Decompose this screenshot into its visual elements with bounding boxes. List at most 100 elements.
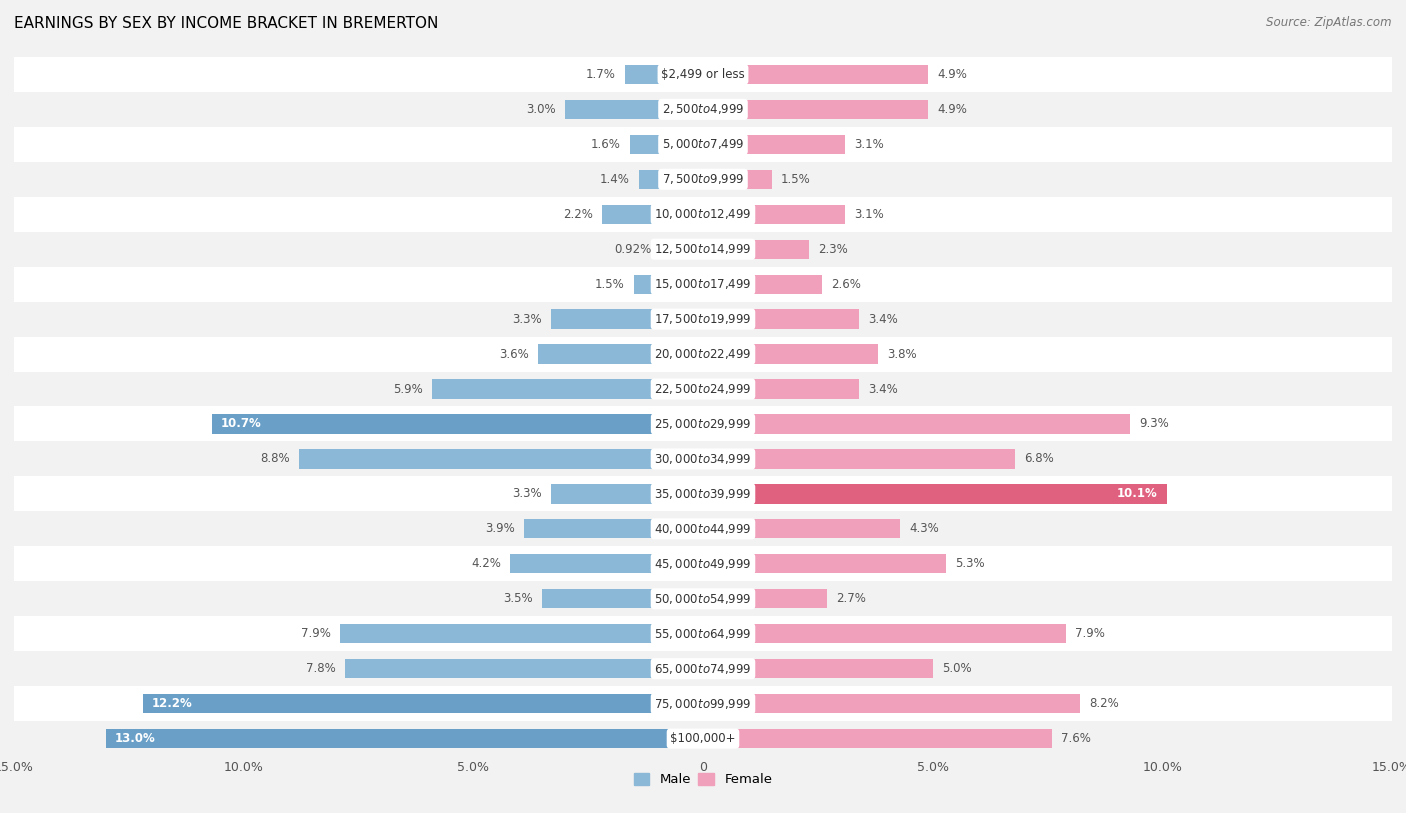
Text: 5.0%: 5.0% xyxy=(942,663,972,675)
Text: 1.5%: 1.5% xyxy=(782,173,811,185)
Text: $100,000+: $100,000+ xyxy=(671,733,735,745)
Text: 2.7%: 2.7% xyxy=(837,593,866,605)
Bar xyxy=(14,616,1392,651)
Bar xyxy=(524,520,703,538)
Bar xyxy=(14,372,1392,406)
Text: $2,500 to $4,999: $2,500 to $4,999 xyxy=(662,102,744,116)
Bar xyxy=(14,476,1392,511)
Bar xyxy=(703,589,827,608)
Text: 1.6%: 1.6% xyxy=(591,138,620,150)
Text: $50,000 to $54,999: $50,000 to $54,999 xyxy=(654,592,752,606)
Text: 3.4%: 3.4% xyxy=(869,313,898,325)
Text: $2,499 or less: $2,499 or less xyxy=(661,68,745,80)
Text: $10,000 to $12,499: $10,000 to $12,499 xyxy=(654,207,752,221)
Text: $30,000 to $34,999: $30,000 to $34,999 xyxy=(654,452,752,466)
Text: $15,000 to $17,499: $15,000 to $17,499 xyxy=(654,277,752,291)
Bar xyxy=(703,554,946,573)
Text: 5.3%: 5.3% xyxy=(956,558,986,570)
Bar xyxy=(703,275,823,293)
Bar xyxy=(14,267,1392,302)
Text: 4.9%: 4.9% xyxy=(938,68,967,80)
Text: 4.3%: 4.3% xyxy=(910,523,939,535)
Text: 7.8%: 7.8% xyxy=(307,663,336,675)
Bar xyxy=(14,337,1392,372)
Text: 3.3%: 3.3% xyxy=(513,488,543,500)
Bar xyxy=(565,100,703,119)
Text: 8.2%: 8.2% xyxy=(1088,698,1119,710)
Bar xyxy=(14,232,1392,267)
Bar xyxy=(551,310,703,328)
Bar xyxy=(14,302,1392,337)
Text: EARNINGS BY SEX BY INCOME BRACKET IN BREMERTON: EARNINGS BY SEX BY INCOME BRACKET IN BRE… xyxy=(14,16,439,31)
Bar xyxy=(630,135,703,154)
Bar xyxy=(142,694,703,713)
Bar xyxy=(703,694,1080,713)
Bar xyxy=(703,100,928,119)
Text: 3.1%: 3.1% xyxy=(855,208,884,220)
Bar xyxy=(432,380,703,398)
Text: 3.4%: 3.4% xyxy=(869,383,898,395)
Bar xyxy=(14,57,1392,92)
Bar xyxy=(661,240,703,259)
Text: 1.4%: 1.4% xyxy=(599,173,630,185)
Text: 7.9%: 7.9% xyxy=(301,628,330,640)
Bar xyxy=(638,170,703,189)
Text: 7.9%: 7.9% xyxy=(1076,628,1105,640)
Text: $45,000 to $49,999: $45,000 to $49,999 xyxy=(654,557,752,571)
Text: 3.1%: 3.1% xyxy=(855,138,884,150)
Bar xyxy=(340,624,703,643)
Bar xyxy=(14,546,1392,581)
Bar xyxy=(703,624,1066,643)
Text: $17,500 to $19,999: $17,500 to $19,999 xyxy=(654,312,752,326)
Bar xyxy=(211,415,703,433)
Text: 3.6%: 3.6% xyxy=(499,348,529,360)
Bar xyxy=(299,450,703,468)
Bar xyxy=(14,127,1392,162)
Text: 2.6%: 2.6% xyxy=(831,278,862,290)
Bar xyxy=(703,485,1167,503)
Text: 9.3%: 9.3% xyxy=(1139,418,1168,430)
Text: 10.1%: 10.1% xyxy=(1116,488,1157,500)
Bar xyxy=(543,589,703,608)
Bar xyxy=(14,441,1392,476)
Bar xyxy=(551,485,703,503)
Text: 3.5%: 3.5% xyxy=(503,593,533,605)
Text: 3.3%: 3.3% xyxy=(513,313,543,325)
Bar xyxy=(703,659,932,678)
Text: 12.2%: 12.2% xyxy=(152,698,193,710)
Bar xyxy=(14,581,1392,616)
Bar xyxy=(105,729,703,748)
Text: 4.2%: 4.2% xyxy=(471,558,501,570)
Text: 10.7%: 10.7% xyxy=(221,418,262,430)
Bar xyxy=(703,380,859,398)
Bar xyxy=(703,135,845,154)
Bar xyxy=(703,170,772,189)
Bar xyxy=(344,659,703,678)
Text: $75,000 to $99,999: $75,000 to $99,999 xyxy=(654,697,752,711)
Bar xyxy=(537,345,703,363)
Text: 2.3%: 2.3% xyxy=(818,243,848,255)
Bar xyxy=(14,511,1392,546)
Bar xyxy=(703,310,859,328)
Bar xyxy=(703,345,877,363)
Legend: Male, Female: Male, Female xyxy=(628,767,778,791)
Bar xyxy=(14,197,1392,232)
Text: $7,500 to $9,999: $7,500 to $9,999 xyxy=(662,172,744,186)
Text: $20,000 to $22,499: $20,000 to $22,499 xyxy=(654,347,752,361)
Text: 0.92%: 0.92% xyxy=(614,243,651,255)
Text: $5,000 to $7,499: $5,000 to $7,499 xyxy=(662,137,744,151)
Bar xyxy=(703,729,1052,748)
Bar xyxy=(14,406,1392,441)
Text: $65,000 to $74,999: $65,000 to $74,999 xyxy=(654,662,752,676)
Text: 3.9%: 3.9% xyxy=(485,523,515,535)
Text: 3.8%: 3.8% xyxy=(887,348,917,360)
Bar xyxy=(703,450,1015,468)
Text: $40,000 to $44,999: $40,000 to $44,999 xyxy=(654,522,752,536)
Text: $12,500 to $14,999: $12,500 to $14,999 xyxy=(654,242,752,256)
Text: 5.9%: 5.9% xyxy=(394,383,423,395)
Text: 8.8%: 8.8% xyxy=(260,453,290,465)
Bar xyxy=(14,686,1392,721)
Bar xyxy=(703,65,928,84)
Bar xyxy=(602,205,703,224)
Text: $25,000 to $29,999: $25,000 to $29,999 xyxy=(654,417,752,431)
